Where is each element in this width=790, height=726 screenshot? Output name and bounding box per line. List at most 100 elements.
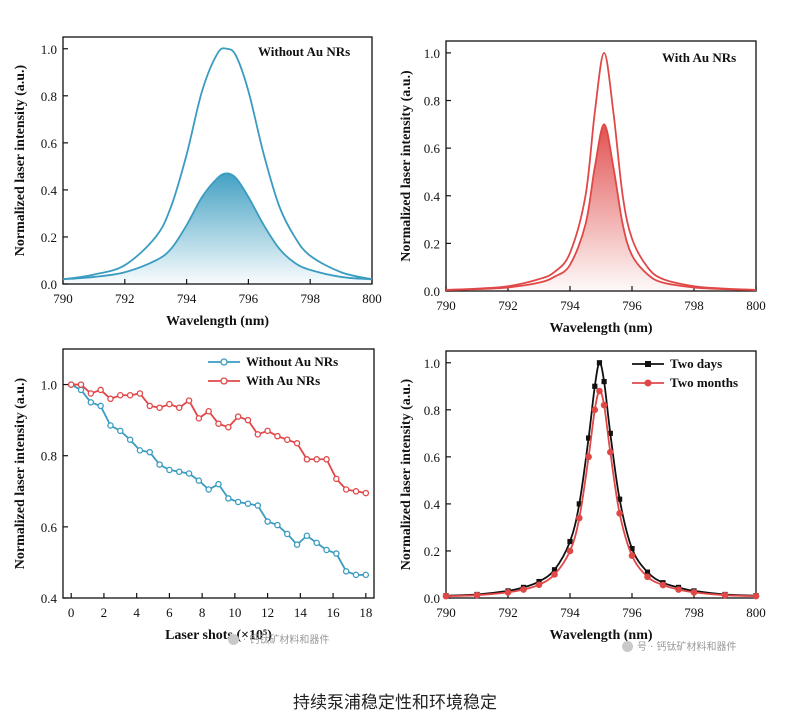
data-point [107,395,114,403]
data-point [333,550,340,557]
x-tick-label: 800 [746,605,766,620]
x-tick-label: 6 [166,605,173,620]
x-tick-label: 0 [68,605,75,620]
data-point [600,401,608,409]
y-tick-label: 0.0 [424,591,440,606]
data-point [323,456,330,463]
data-point [333,475,340,483]
data-point [254,431,262,438]
data-point [185,397,193,404]
series-line [71,383,366,494]
y-tick-label: 0.2 [424,544,440,559]
data-point [362,489,370,497]
data-point [504,589,512,596]
x-tick-label: 790 [436,298,456,313]
y-tick-label: 0.6 [424,141,441,156]
x-tick-label: 794 [560,605,580,620]
data-point [566,547,574,555]
data-point [616,510,623,517]
y-tick-label: 0.0 [41,277,57,292]
y-tick-label: 0.4 [424,497,441,512]
data-point [87,390,95,397]
data-point [473,591,481,599]
x-axis-label: Wavelength (nm) [549,321,652,336]
data-point [293,440,301,447]
data-point [215,480,222,488]
x-tick-label: 794 [177,291,197,306]
panel-label: Without Au NRs [258,44,350,59]
data-point [117,391,124,399]
y-axis-label: Normalized laser intensity (a.u.) [399,70,414,262]
data-point [205,407,212,415]
x-tick-label: 792 [498,605,518,620]
data-point [244,500,252,507]
x-tick-label: 16 [327,605,341,620]
x-axis-label: Wavelength (nm) [166,314,269,329]
data-point [244,416,252,424]
legend-marker [645,361,651,367]
data-point [596,360,603,366]
y-tick-label: 0.2 [41,230,57,245]
y-tick-label: 0.4 [41,183,58,198]
data-point [77,386,85,394]
data-point [586,435,592,441]
data-point [520,586,527,593]
x-tick-label: 798 [684,605,704,620]
data-point [551,571,558,578]
watermark-left: · 钙钛矿材料和器件 [228,631,329,646]
data-point [551,567,558,573]
data-point [175,468,183,475]
data-point [97,402,104,410]
y-axis-label: Normalized laser intensity (a.u.) [399,378,414,570]
data-point [136,447,144,454]
chart-top-right: 790 792 794 796 798 800 0.0 0.2 0.4 0.6 0.8 1.0 Wave… [399,40,766,336]
data-point [659,581,667,589]
series-line [70,383,366,576]
y-axis-label: Normalized laser intensity (a.u.) [13,377,28,569]
data-point [126,436,134,443]
data-point [576,514,583,522]
x-tick-label: 792 [115,291,135,306]
data-point [117,427,124,435]
y-tick-label: 0.8 [41,89,57,104]
x-tick-label: 18 [359,605,372,620]
y-tick-label: 0.2 [424,236,440,251]
data-point [195,477,203,484]
plot-frame [62,348,375,599]
y-tick-label: 0.8 [41,449,57,464]
watermark-logo-icon [228,634,239,645]
watermark-logo-icon [622,641,633,652]
y-tick-label: 0.6 [41,136,58,151]
data-point [225,424,232,431]
x-tick-label: 4 [133,605,140,620]
legend-label: With Au NRs [246,373,320,388]
x-tick-label: 794 [560,298,580,313]
data-point [264,518,271,525]
data-point [254,502,262,509]
x-tick-label: 790 [436,605,456,620]
x-tick-label: 800 [362,291,382,306]
data-point [342,568,350,575]
data-point [601,378,607,385]
series-line [62,172,373,281]
data-point [67,381,75,388]
data-point [442,592,450,600]
data-point [752,592,760,600]
x-tick-label: 796 [239,291,259,306]
plot-frame [445,350,757,599]
data-point [644,569,651,575]
data-point [146,402,154,410]
y-tick-label: 0.6 [424,450,441,465]
legend-marker [220,377,228,385]
x-axis-label: Laser shots (×10⁵) [165,628,272,643]
legend-label: Two months [670,375,738,390]
y-tick-label: 1.0 [424,356,440,371]
data-point [592,383,598,389]
data-point [136,390,144,397]
series-line [445,52,757,291]
y-tick-label: 0.4 [41,591,58,606]
x-tick-label: 800 [746,298,766,313]
y-tick-label: 0.8 [424,403,440,418]
x-tick-label: 8 [199,605,206,620]
